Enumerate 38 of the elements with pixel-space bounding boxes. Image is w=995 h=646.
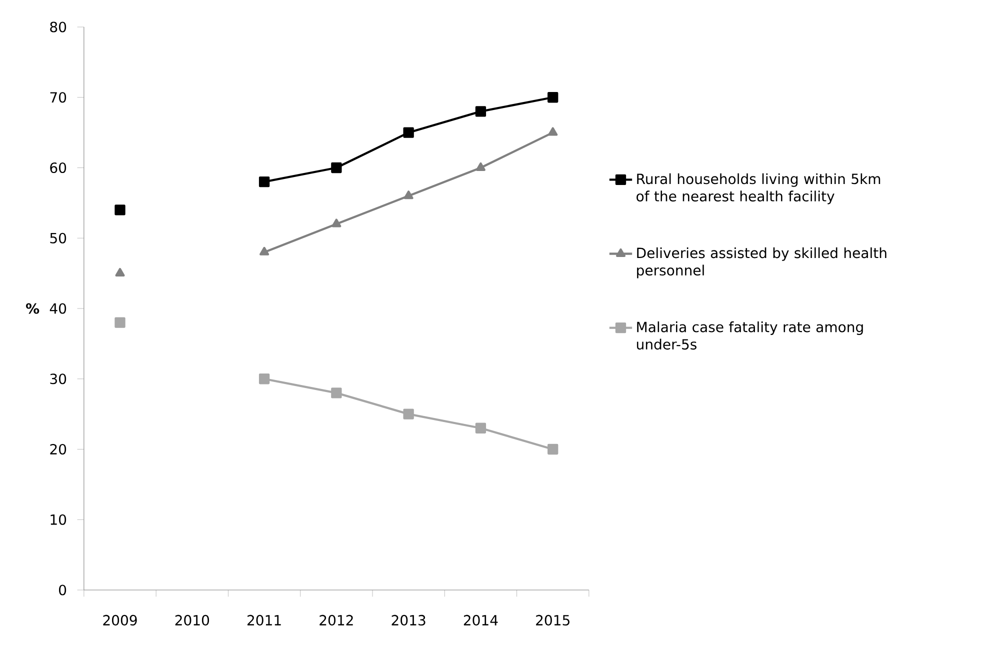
point [476,162,486,171]
x-tick-label: 2012 [320,614,353,626]
point [114,204,126,216]
y-tick-label: 50 [50,232,66,244]
y-tick-label: 30 [50,374,66,384]
y-tick-label: 70 [50,92,66,103]
point [548,444,558,455]
point [475,422,486,434]
y-axis-title: % [26,303,40,314]
point [260,246,270,256]
x-tick-label: 2009 [103,614,137,626]
point [548,127,558,136]
y-tick-label: 40 [50,303,66,314]
x-tick-label: 2014 [464,614,498,626]
x-tick-label: 2013 [392,614,426,626]
point [475,106,486,117]
point [332,218,342,228]
point [548,92,558,103]
legend-label: Rural households living within 5km of the nearest health facility [636,173,880,204]
point [258,176,270,188]
point [331,388,342,398]
point [404,190,414,200]
y-tick-label: 10 [50,514,66,525]
point [258,374,270,384]
point [403,127,414,138]
y-tick-label: 80 [50,22,66,32]
x-tick-label: 2010 [175,614,210,626]
point [331,162,342,174]
y-tick-label: 20 [50,444,66,455]
point [115,268,125,277]
y-tick-label: 0 [59,584,66,596]
point [403,408,414,420]
legend-label: Deliveries assisted by skilled health personnel [637,247,886,278]
x-tick-label: 2011 [247,614,281,626]
y-tick-label: 60 [50,162,66,174]
legend-label: Malaria case fatality rate among under-5s [636,321,863,350]
point [114,317,126,328]
x-tick-label: 2015 [536,614,570,626]
